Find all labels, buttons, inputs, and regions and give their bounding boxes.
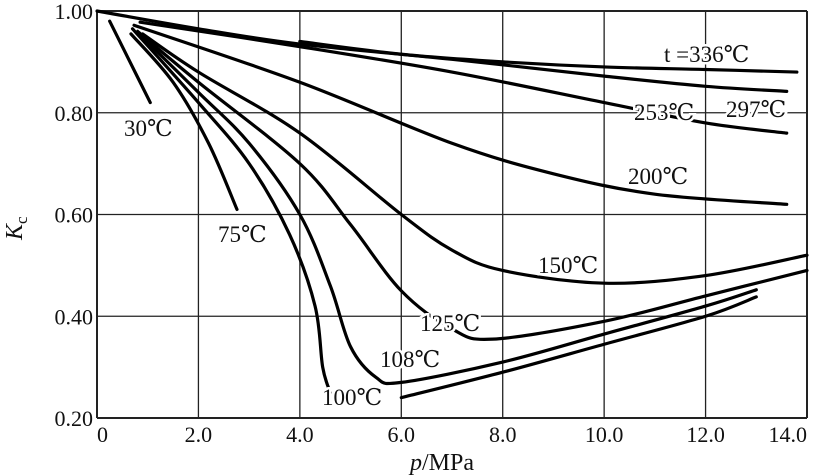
- series-line: [132, 23, 789, 206]
- y-tick-label: 1.00: [55, 0, 94, 24]
- x-tick-label: 6.0: [388, 422, 416, 447]
- series-line: [129, 32, 239, 212]
- x-tick-label: 8.0: [489, 422, 517, 447]
- y-axis-title-sub: c: [12, 216, 31, 224]
- x-tick-label: 12.0: [686, 422, 725, 447]
- tick-labels: 0 2.0 4.0 6.0 8.0 10.0 12.0 14.0 0.20 0.40 0.60 0.8…: [55, 0, 808, 447]
- series-line: [135, 29, 809, 342]
- series-labels: t =336℃ 297℃ 253℃ 200℃ 150℃ 125℃ 108℃ 100℃ 75℃ 30…: [122, 40, 789, 413]
- series-line: [141, 32, 809, 285]
- series-label: 108℃: [380, 347, 440, 372]
- y-tick-label: 0.20: [55, 406, 94, 431]
- series-lines: [95, 9, 809, 400]
- y-tick-label: 0.60: [55, 203, 94, 228]
- series-label: 100℃: [322, 385, 382, 410]
- series-line: [138, 20, 789, 135]
- x-tick-label: 14.0: [769, 422, 808, 447]
- y-axis-title: Kc: [2, 216, 31, 241]
- series-label: 30℃: [124, 116, 173, 141]
- series-line: [108, 19, 152, 105]
- x-axis-title: p/MPa: [408, 450, 474, 475]
- series-label: 75℃: [218, 222, 267, 247]
- series-label: 150℃: [538, 253, 598, 278]
- y-tick-label: 0.80: [55, 101, 94, 126]
- y-axis-title-var: K: [2, 222, 28, 241]
- series-label: 125℃: [420, 311, 480, 336]
- x-tick-label: 4.0: [286, 422, 314, 447]
- x-tick-label: 2.0: [185, 422, 213, 447]
- series-line: [95, 9, 789, 93]
- x-tick-label: 0: [97, 422, 108, 447]
- series-label: 200℃: [628, 164, 688, 189]
- series-line: [399, 295, 758, 400]
- x-axis-title-var: p: [408, 450, 422, 475]
- series-line: [130, 27, 332, 395]
- x-tick-label: 10.0: [585, 422, 624, 447]
- series-label: t =336℃: [664, 42, 749, 67]
- series-label: 253℃: [634, 100, 694, 125]
- grid: [96, 10, 808, 419]
- x-axis-title-unit: /MPa: [422, 450, 474, 475]
- series-line: [135, 30, 758, 386]
- series-label: 297℃: [726, 97, 786, 122]
- y-tick-label: 0.40: [55, 304, 94, 329]
